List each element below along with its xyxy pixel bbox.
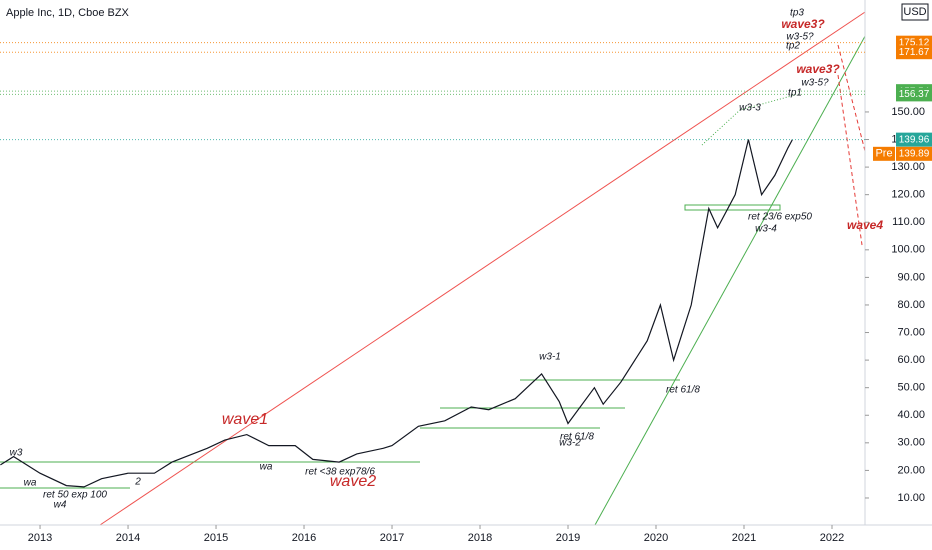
trend-line: [99, 1, 881, 526]
y-tick-label: 130.00: [891, 161, 925, 173]
annotation: ret 61/8: [666, 385, 700, 396]
price-label-prefix: Pre: [875, 148, 892, 160]
price-label: 171.67: [899, 47, 930, 58]
annotation: ret <38 exp78/6: [305, 467, 375, 478]
y-tick-label: 10.00: [897, 492, 925, 504]
y-tick-label: 120.00: [891, 189, 925, 201]
y-tick-label: 20.00: [897, 464, 925, 476]
x-tick-label: 2013: [28, 532, 52, 544]
annotation: tp2: [786, 41, 800, 52]
y-tick-label: 70.00: [897, 326, 925, 338]
annotation: wave4: [847, 218, 883, 232]
x-tick-label: 2016: [292, 532, 316, 544]
annotation: ret 50 exp 100: [43, 490, 107, 501]
price-label: 139.89: [899, 148, 930, 159]
y-tick-label: 30.00: [897, 437, 925, 449]
price-label-bg: [896, 87, 932, 102]
x-tick-label: 2017: [380, 532, 404, 544]
x-tick-label: 2022: [820, 532, 844, 544]
price-label-bg: [896, 45, 932, 60]
y-tick-label: 110.00: [892, 216, 925, 228]
annotation: tp1: [788, 88, 802, 99]
y-tick-label: 50.00: [897, 382, 925, 394]
annotation: w3-5?: [786, 32, 814, 43]
level-box: [684, 204, 781, 211]
x-tick-label: 2015: [204, 532, 228, 544]
annotation: w3-1: [539, 352, 561, 363]
currency[interactable]: USD: [903, 6, 926, 18]
price-label: 156.37: [899, 89, 930, 100]
y-tick-label: 80.00: [897, 299, 925, 311]
x-tick-label: 2018: [468, 532, 492, 544]
price-label-prefix-bg: [873, 146, 895, 161]
x-tick-label: 2019: [556, 532, 580, 544]
annotation: wave1: [222, 411, 268, 428]
price-label-bg: [896, 132, 932, 147]
annotation: w4: [54, 500, 67, 511]
trend-line: [594, 0, 886, 526]
annotation: ret 23/6 exp50: [748, 212, 812, 223]
projection: [701, 94, 796, 146]
annotation: w3-2: [559, 438, 581, 449]
x-tick-label: 2021: [732, 532, 756, 544]
price-label-bg: [896, 146, 932, 161]
annotation: wave2: [330, 473, 376, 490]
y-tick-label: 60.00: [897, 354, 925, 366]
annotation: wave3?: [796, 62, 840, 76]
y-tick-label: 90.00: [897, 271, 925, 283]
annotation: ret 61/8: [560, 432, 594, 443]
annotation: wave3?: [781, 17, 825, 31]
annotation: w3-5?: [801, 78, 829, 89]
annotation: 2: [134, 477, 141, 488]
price-label: 175.12: [899, 37, 930, 48]
annotation: w3: [10, 448, 23, 459]
price-label: 139.96: [899, 134, 930, 145]
price-line: [0, 139, 793, 488]
currency-box[interactable]: [901, 3, 929, 21]
annotation: tp3: [790, 8, 804, 19]
annotation: w3-3: [739, 103, 761, 114]
x-tick-label: 2020: [644, 532, 668, 544]
x-tick-label: 2014: [116, 532, 140, 544]
annotation: wa: [24, 478, 37, 489]
y-tick-label: 150.00: [891, 106, 925, 118]
annotation: wa: [260, 462, 273, 473]
annotation: w3-4: [755, 224, 777, 235]
chart-title: Apple Inc, 1D, Cboe BZX: [6, 7, 130, 19]
y-tick-label: 40.00: [897, 409, 925, 421]
y-tick-label: 100.00: [891, 244, 925, 256]
